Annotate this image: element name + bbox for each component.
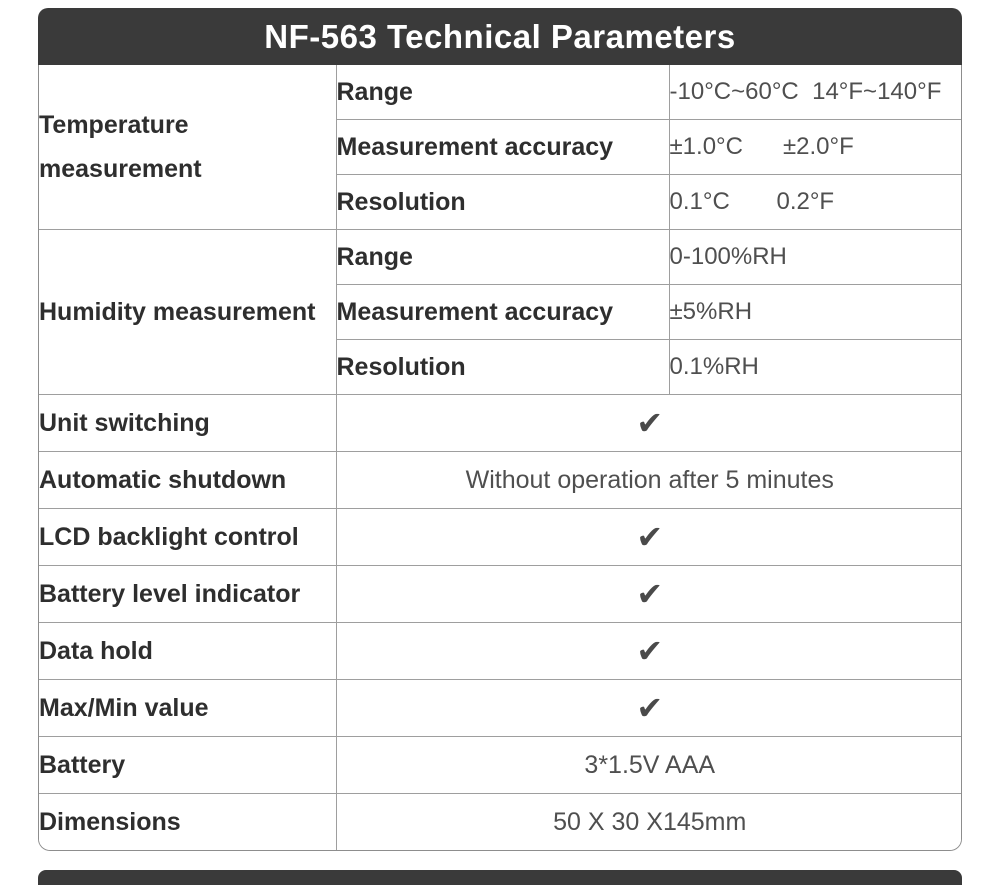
param-name: Measurement accuracy xyxy=(336,284,670,340)
param-value: ±5%RH xyxy=(668,284,961,340)
feature-label-dimensions: Dimensions xyxy=(39,793,337,850)
next-section-header-edge xyxy=(38,870,962,885)
spec-panel: NF-563 Technical Parameters Temperature … xyxy=(38,8,962,851)
param-value: ±1.0°C ±2.0°F xyxy=(668,119,961,175)
check-icon: ✔ xyxy=(335,679,961,737)
check-icon: ✔ xyxy=(335,565,961,623)
table-row: Measurement accuracy ±1.0°C ±2.0°F xyxy=(39,119,961,175)
table-row: Max/Min value ✔ xyxy=(39,679,961,737)
table-row: Automatic shutdown Without operation aft… xyxy=(39,451,961,509)
feature-value: 50 X 30 X145mm xyxy=(335,793,961,850)
spec-table: Temperature measurement Range -10°C~60°C… xyxy=(39,65,961,850)
feature-label-automatic-shutdown: Automatic shutdown xyxy=(39,451,337,509)
group-label-temperature: Temperature measurement xyxy=(39,65,337,230)
param-value: -10°C~60°C 14°F~140°F xyxy=(668,65,961,120)
feature-label-unit-switching: Unit switching xyxy=(39,394,337,452)
param-name: Resolution xyxy=(336,174,670,230)
feature-label-battery: Battery xyxy=(39,736,337,794)
check-icon: ✔ xyxy=(335,622,961,680)
table-row: Humidity measurement Range 0-100%RH xyxy=(39,229,961,395)
table-row: Resolution 0.1°C 0.2°F xyxy=(39,174,961,230)
feature-label-data-hold: Data hold xyxy=(39,622,337,680)
table-row: Battery level indicator ✔ xyxy=(39,565,961,623)
table-row: Temperature measurement Range -10°C~60°C… xyxy=(39,65,961,230)
table-row: Unit switching ✔ xyxy=(39,394,961,452)
table-row: Data hold ✔ xyxy=(39,622,961,680)
feature-value: Without operation after 5 minutes xyxy=(335,451,961,509)
table-row: LCD backlight control ✔ xyxy=(39,508,961,566)
param-value: 0-100%RH xyxy=(668,229,961,285)
feature-value: 3*1.5V AAA xyxy=(335,736,961,794)
group-label-humidity: Humidity measurement xyxy=(39,229,337,395)
page-title: NF-563 Technical Parameters xyxy=(264,17,736,55)
check-icon: ✔ xyxy=(335,508,961,566)
table-row: Resolution 0.1%RH xyxy=(39,339,961,395)
check-icon: ✔ xyxy=(335,394,961,452)
title-bar: NF-563 Technical Parameters xyxy=(38,8,962,65)
param-name: Range xyxy=(335,229,670,285)
table-row: Dimensions 50 X 30 X145mm xyxy=(39,793,961,850)
spec-table-wrap: Temperature measurement Range -10°C~60°C… xyxy=(38,65,962,851)
feature-label-battery-level-indicator: Battery level indicator xyxy=(39,565,337,623)
param-value: 0.1°C 0.2°F xyxy=(668,174,961,230)
param-value: 0.1%RH xyxy=(668,339,961,395)
param-name: Measurement accuracy xyxy=(336,119,670,175)
table-row: Measurement accuracy ±5%RH xyxy=(39,284,961,340)
feature-label-max-min-value: Max/Min value xyxy=(39,679,337,737)
param-name: Range xyxy=(335,65,670,120)
feature-label-lcd-backlight-control: LCD backlight control xyxy=(39,508,337,566)
param-name: Resolution xyxy=(336,339,670,395)
table-row: Battery 3*1.5V AAA xyxy=(39,736,961,794)
